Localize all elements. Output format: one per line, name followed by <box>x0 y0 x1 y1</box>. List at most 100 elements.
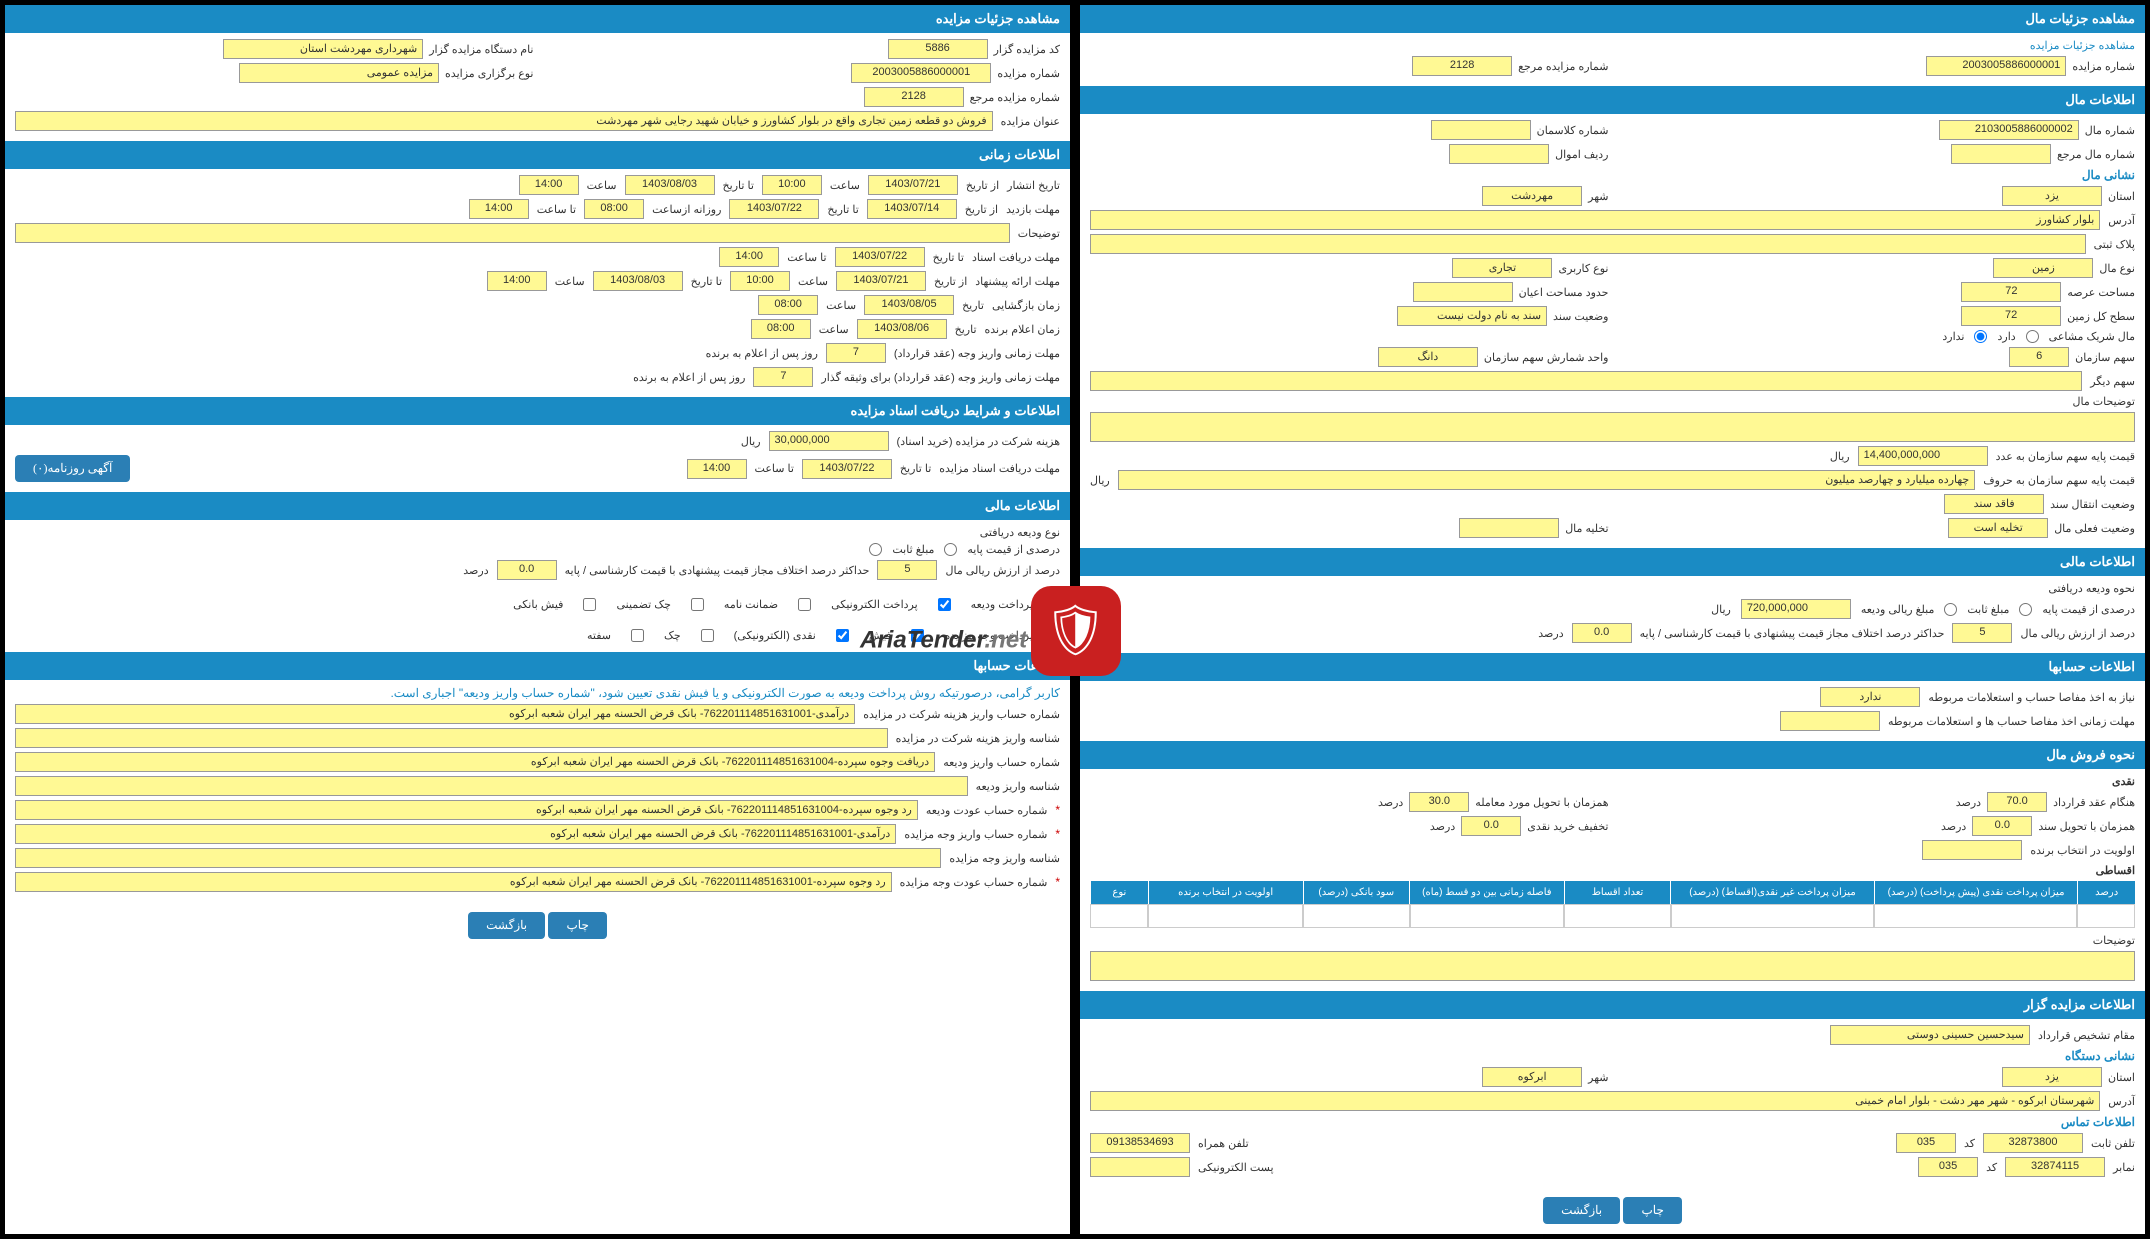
vacate <box>1459 518 1559 538</box>
other-share <box>1090 371 2082 391</box>
transfer-status: فاقد سند <box>1944 494 2044 514</box>
visit-from: 1403/07/14 <box>867 199 957 219</box>
acc3: رد وجوه سپرده-762201114851631004- بانک ق… <box>15 800 918 820</box>
rial-value-label: درصد از ارزش ریالی مال <box>945 564 1060 577</box>
acc5: رد وجوه سپرده-762201114851631001- بانک ق… <box>15 872 892 892</box>
acc4-label: شماره حساب واریز وجه مزایده <box>904 828 1047 841</box>
acc2-label: شماره حساب واریز ودیعه <box>943 756 1060 769</box>
auction-pay-label: روش پرداخت وجه مزایده <box>944 629 1060 642</box>
cost: 30,000,000 <box>769 431 889 451</box>
deposit-deadline-label: مهلت زمانی واریز وجه (عقد قرارداد) <box>894 347 1060 360</box>
device-name: شهرداری مهردشت استان <box>223 39 423 59</box>
publish-to-time: 14:00 <box>519 175 579 195</box>
visit-to: 1403/07/22 <box>729 199 819 219</box>
publish-date: 1403/07/21 <box>868 175 958 195</box>
cash-slip-check[interactable] <box>911 629 924 642</box>
deposit-type-label: نوع ودیعه دریافتی <box>980 526 1060 539</box>
acc5-label: شماره حساب عودت وجه مزایده <box>900 876 1048 889</box>
deposit-days: 7 <box>826 343 886 363</box>
base-price-text: چهارده میلیارد و چهارصد میلیون <box>1118 470 1976 490</box>
has-share-radio[interactable] <box>2026 330 2039 343</box>
asset-type: زمین <box>1993 258 2093 278</box>
no-share-radio[interactable] <box>1974 330 1987 343</box>
acc1-label: شماره حساب واریز هزینه شرکت در مزایده <box>863 708 1060 721</box>
organizer-info-header: اطلاعات مزایده گزار <box>1080 991 2145 1019</box>
guarantee-letter-check[interactable] <box>798 598 811 611</box>
ref-no: 2128 <box>864 87 964 107</box>
auction-no-label: شماره مزایده <box>997 67 1060 80</box>
fax: 32874115 <box>2005 1157 2105 1177</box>
settle-need: ندارد <box>1820 687 1920 707</box>
class-no <box>1431 120 1531 140</box>
asset-row <box>1449 144 1549 164</box>
visit-label: مهلت بازدید <box>1006 203 1060 216</box>
delivery-percent: 30.0 <box>1409 792 1469 812</box>
acc2: دریافت وجوه سپرده-762201114851631004- با… <box>15 752 935 772</box>
cost-label: هزینه شرکت در مزایده (خرید اسناد) <box>897 435 1060 448</box>
id1 <box>15 728 888 748</box>
address: بلوار کشاورز <box>1090 210 2100 230</box>
view-auction-link[interactable]: مشاهده جزئیات مزایده <box>2030 39 2135 52</box>
deposit-amount: 720,000,000 <box>1741 599 1851 619</box>
fax-code: 035 <box>1918 1157 1978 1177</box>
left-fixed-radio[interactable] <box>1944 603 1957 616</box>
organizer-code: 5886 <box>888 39 988 59</box>
contract-percent: 70.0 <box>1987 792 2047 812</box>
accounts-header: اطلاعات حسابها <box>5 652 1070 680</box>
doc-deadline-date: 1403/07/22 <box>802 459 892 479</box>
auction-no: 2003005886000001 <box>851 63 991 83</box>
fixed-amount-radio[interactable] <box>869 543 882 556</box>
auction-type: مزایده عمومی <box>239 63 439 83</box>
winner-label: زمان اعلام برنده <box>985 323 1060 336</box>
priority <box>1922 840 2022 860</box>
open-label: زمان بازگشایی <box>992 299 1060 312</box>
electronic-pay-check[interactable] <box>938 598 951 611</box>
org-address: شهرستان ابرکوه - شهر مهر دشت - بلوار اما… <box>1090 1091 2100 1111</box>
open-time: 08:00 <box>758 295 818 315</box>
asset-info-header: اطلاعات مال <box>1080 86 2145 114</box>
address-subheader: نشانی مال <box>2082 168 2135 182</box>
left-panel: مشاهده جزئیات مال مشاهده جزئیات مزایده ش… <box>1080 5 2145 1234</box>
doc-from: 1403/07/22 <box>835 247 925 267</box>
phone: 32873800 <box>1983 1133 2083 1153</box>
winner-time: 08:00 <box>751 319 811 339</box>
delivery2-percent: 0.0 <box>1972 816 2032 836</box>
base-price-num: 14,400,000,000 <box>1858 446 1988 466</box>
acc3-label: شماره حساب عودت ودیعه <box>926 804 1047 817</box>
left-ref-no: 2128 <box>1412 56 1512 76</box>
asset-desc <box>1090 412 2135 442</box>
left-base-percent-radio[interactable] <box>2019 603 2032 616</box>
announce-button[interactable]: آگهی روزنامه(۰) <box>15 455 130 482</box>
id4 <box>15 848 941 868</box>
id2-label: شناسه واریز ودیعه <box>976 780 1060 793</box>
visit-daily-to: 14:00 <box>469 199 529 219</box>
doc-receive-label: مهلت دریافت اسناد <box>972 251 1060 264</box>
settle-deadline <box>1780 711 1880 731</box>
id1-label: شناسه واریز هزینه شرکت در مزایده <box>896 732 1060 745</box>
installment-table-row <box>1090 904 2135 928</box>
guarantee-days: 7 <box>753 367 813 387</box>
max-diff: 0.0 <box>497 560 557 580</box>
check-check[interactable] <box>701 629 714 642</box>
org-province: یزد <box>2002 1067 2102 1087</box>
base-percent-radio[interactable] <box>944 543 957 556</box>
id2 <box>15 776 968 796</box>
print-button[interactable]: چاپ <box>548 912 606 939</box>
timing-header: اطلاعات زمانی <box>5 141 1070 169</box>
from-date-label: از تاریخ <box>966 179 999 192</box>
land-area: 72 <box>1961 306 2061 326</box>
organizer-code-label: کد مزایده گزار <box>994 43 1060 56</box>
bank-slip-check[interactable] <box>583 598 596 611</box>
org-share: 6 <box>2009 347 2069 367</box>
cash-electronic-check[interactable] <box>836 629 849 642</box>
org-city: ابرکوه <box>1482 1067 1582 1087</box>
promissory-check[interactable] <box>631 629 644 642</box>
auction-details-header: مشاهده جزئیات مزایده <box>5 5 1070 33</box>
back-button[interactable]: بازگشت <box>468 912 545 939</box>
check-guarantee-check[interactable] <box>691 598 704 611</box>
left-acc-header: اطلاعات حسابها <box>1080 653 2145 681</box>
acc1: درآمدی-762201114851631001- بانک قرض الحس… <box>15 704 855 724</box>
plaque <box>1090 234 2086 254</box>
usage: تجاری <box>1452 258 1552 278</box>
right-panel: مشاهده جزئیات مزایده کد مزایده گزار5886 … <box>5 5 1070 1234</box>
